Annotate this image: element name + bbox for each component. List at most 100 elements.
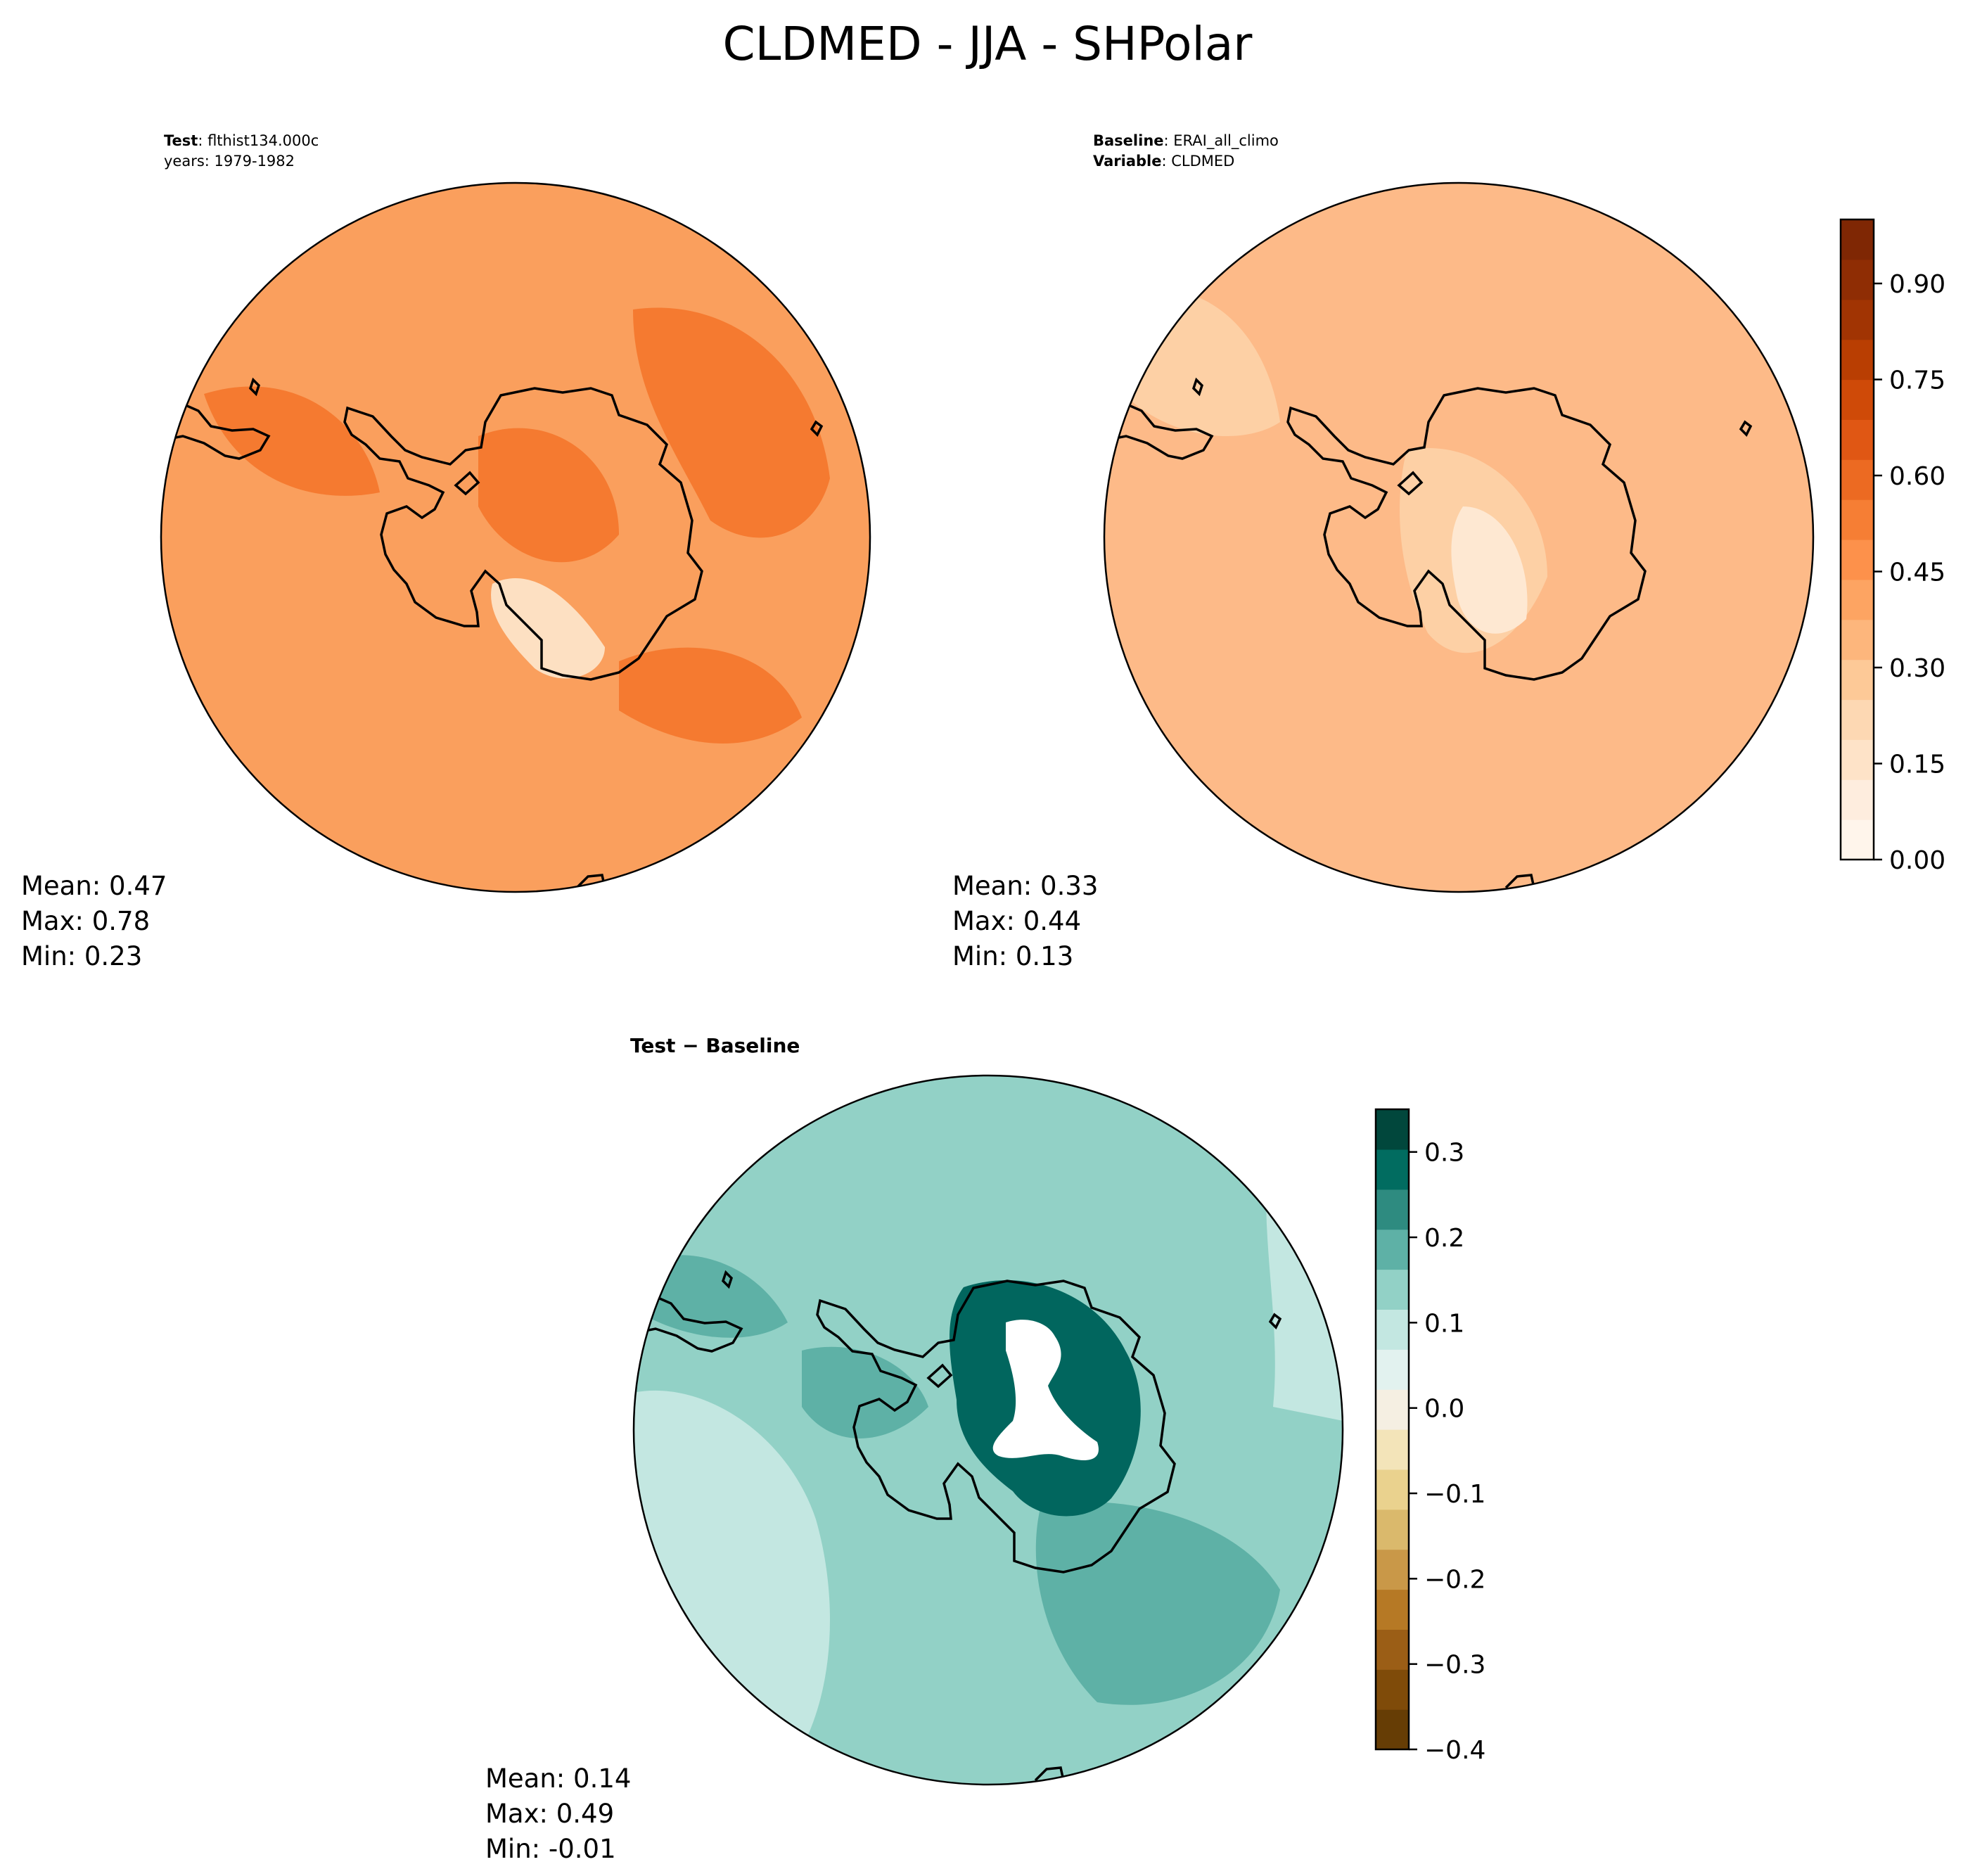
colorbar-main-segment bbox=[1841, 219, 1874, 260]
colorbar-diff-segment bbox=[1376, 1589, 1409, 1630]
diff-map-medium-1 bbox=[634, 1255, 788, 1338]
test-island-1 bbox=[454, 471, 480, 496]
colorbar-main-segment bbox=[1841, 739, 1874, 780]
test-island-2 bbox=[248, 377, 261, 397]
colorbar-main-segment bbox=[1841, 819, 1874, 860]
colorbar-main-segment bbox=[1841, 339, 1874, 381]
colorbar-main-segment bbox=[1841, 779, 1874, 820]
diff-island-2 bbox=[721, 1270, 734, 1289]
colorbar-diff-segment bbox=[1376, 1389, 1409, 1430]
colorbar-main-tick-label: 0.15 bbox=[1889, 751, 1945, 779]
baseline-map-border bbox=[1103, 181, 1815, 893]
test-map-highlight bbox=[491, 578, 605, 679]
colorbar-diff-segment bbox=[1376, 1509, 1409, 1550]
diff-map-light-3 bbox=[1266, 1196, 1343, 1421]
diff-map-hole bbox=[992, 1320, 1099, 1460]
baseline-label: Baseline: ERAI_all_climo bbox=[1093, 132, 1279, 150]
colorbar-main-segment bbox=[1841, 699, 1874, 740]
diff-mean: Mean: 0.14 bbox=[485, 1763, 631, 1794]
colorbar-diff-segment bbox=[1376, 1309, 1409, 1350]
test-map bbox=[161, 183, 870, 892]
test-mean: Mean: 0.47 bbox=[21, 871, 167, 901]
colorbar-main-segment bbox=[1841, 379, 1874, 420]
colorbar-diff-segment bbox=[1376, 1269, 1409, 1310]
baseline-variable-value: : CLDMED bbox=[1161, 153, 1234, 170]
test-map-border bbox=[160, 181, 871, 893]
colorbar-main-segment bbox=[1841, 659, 1874, 701]
diff-continent-edge bbox=[641, 1292, 743, 1353]
colorbar-main-tick-label: 0.30 bbox=[1889, 654, 1945, 683]
colorbar-diff-tick-label: 0.3 bbox=[1424, 1139, 1464, 1168]
diff-island-1 bbox=[926, 1363, 953, 1389]
colorbar-main-segment bbox=[1841, 419, 1874, 460]
test-map-blob-1 bbox=[633, 307, 830, 538]
baseline-map bbox=[1104, 183, 1813, 892]
baseline-coastline bbox=[1286, 387, 1647, 681]
colorbar-diff-segment bbox=[1376, 1349, 1409, 1390]
colorbar-main-tick-label: 0.00 bbox=[1889, 846, 1945, 875]
colorbar-diff-tick-label: −0.4 bbox=[1424, 1736, 1485, 1765]
colorbar-diff-segment bbox=[1376, 1669, 1409, 1710]
baseline-island-2 bbox=[1191, 377, 1204, 397]
baseline-label-key: Baseline bbox=[1093, 132, 1164, 149]
test-map-blob-2 bbox=[619, 647, 802, 744]
colorbar-diff-segment bbox=[1376, 1229, 1409, 1270]
colorbar-diff-tick-label: −0.2 bbox=[1424, 1565, 1485, 1594]
colorbar-main-border bbox=[1839, 218, 1875, 861]
baseline-map-highlight bbox=[1451, 506, 1528, 634]
colorbar-main-tick-label: 0.45 bbox=[1889, 559, 1945, 587]
test-years: years: 1979-1982 bbox=[164, 153, 295, 170]
test-label-key: Test bbox=[164, 132, 198, 149]
colorbar-diff-segment bbox=[1376, 1429, 1409, 1470]
colorbar-diff: 0.3 0.2 0.1 0.0 −0.1 −0.2 −0.3 −0.4 bbox=[1374, 1108, 1485, 1765]
baseline-mean: Mean: 0.33 bbox=[952, 871, 1098, 901]
test-map-blob-3 bbox=[204, 386, 380, 496]
colorbar-main-segment bbox=[1841, 459, 1874, 500]
colorbar-diff-segment bbox=[1376, 1709, 1409, 1750]
colorbar-diff-segment bbox=[1376, 1469, 1409, 1510]
diff-map bbox=[634, 1076, 1343, 1785]
colorbar-diff-segment bbox=[1376, 1629, 1409, 1670]
colorbar-diff-segment bbox=[1376, 1189, 1409, 1230]
test-continent-edge bbox=[168, 400, 271, 460]
diff-map-medium-2 bbox=[1035, 1502, 1280, 1705]
colorbar-main-tick-label: 0.60 bbox=[1889, 462, 1945, 491]
diff-coastline bbox=[816, 1280, 1176, 1574]
colorbar-main-segment bbox=[1841, 579, 1874, 620]
baseline-continent-edge bbox=[1111, 400, 1214, 460]
test-map-blob-4 bbox=[478, 428, 619, 563]
diff-map-medium-3 bbox=[802, 1346, 928, 1438]
baseline-variable: Variable: CLDMED bbox=[1093, 153, 1234, 170]
diff-map-border bbox=[632, 1074, 1344, 1786]
test-island-3 bbox=[810, 420, 824, 437]
colorbar-main-segment bbox=[1841, 299, 1874, 340]
test-coastline bbox=[343, 387, 703, 681]
test-panel: Test: flthist134.000c years: 1979-1982 M… bbox=[21, 132, 871, 971]
test-label: Test: flthist134.000c bbox=[164, 132, 319, 149]
diff-title: Test − Baseline bbox=[630, 1034, 800, 1057]
diff-panel: Test − Baseline Mean: 0.14 Max: 0.49 Min… bbox=[485, 1034, 1344, 1864]
colorbar-diff-segment bbox=[1376, 1109, 1409, 1150]
test-min: Min: 0.23 bbox=[21, 941, 142, 971]
baseline-variable-key: Variable bbox=[1093, 153, 1161, 170]
colorbar-diff-tick-label: −0.1 bbox=[1424, 1480, 1485, 1509]
colorbar-diff-segment bbox=[1376, 1149, 1409, 1190]
baseline-label-value: : ERAI_all_climo bbox=[1164, 132, 1279, 150]
colorbar-diff-tick-label: −0.3 bbox=[1424, 1651, 1485, 1680]
colorbar-diff-border bbox=[1374, 1108, 1410, 1751]
colorbar-main-segment bbox=[1841, 499, 1874, 540]
baseline-max: Max: 0.44 bbox=[952, 906, 1081, 936]
baseline-island-4 bbox=[1504, 874, 1535, 889]
colorbar-diff-tick-label: 0.2 bbox=[1424, 1224, 1464, 1253]
colorbar-main-tick-label: 0.75 bbox=[1889, 366, 1945, 395]
diff-max: Max: 0.49 bbox=[485, 1799, 614, 1829]
figure-title: CLDMED - JJA - SHPolar bbox=[723, 17, 1253, 71]
diff-island-3 bbox=[1268, 1313, 1282, 1329]
baseline-island-1 bbox=[1397, 471, 1424, 496]
test-label-value: : flthist134.000c bbox=[198, 132, 319, 149]
colorbar-main-segment bbox=[1841, 540, 1874, 580]
colorbar-main-tick-label: 0.90 bbox=[1889, 270, 1945, 299]
colorbar-main-segment bbox=[1841, 259, 1874, 300]
colorbar-main: 0.00 0.15 0.30 0.45 0.60 0.75 0.90 bbox=[1839, 218, 1945, 875]
